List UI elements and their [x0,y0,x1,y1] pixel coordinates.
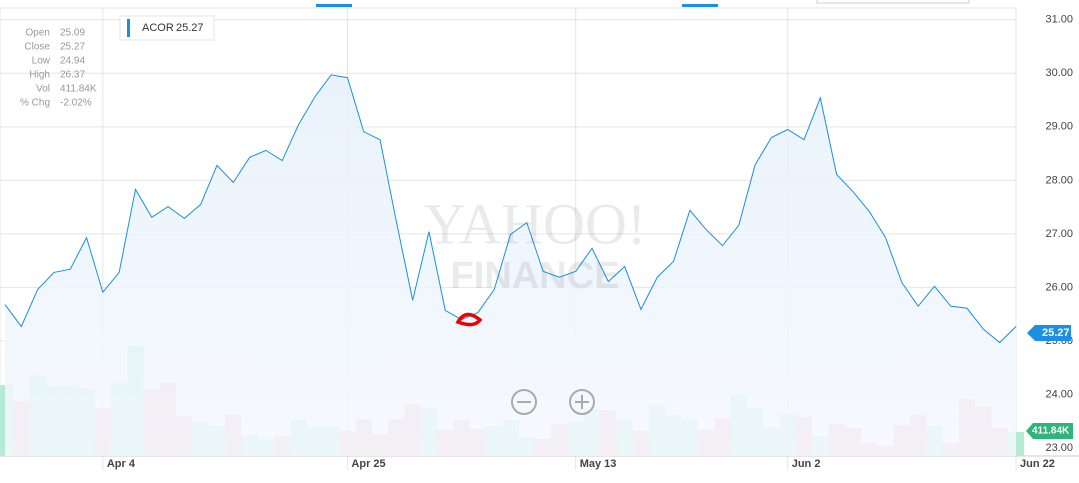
y-tick-label: 29.00 [1045,121,1073,133]
info-value: 24.94 [60,56,85,67]
x-tick-label: Apr 4 [107,458,136,470]
watermark-text: FINANCE [451,255,620,297]
watermark-text: YAHOO! [424,191,646,256]
y-tick-label: 31.00 [1045,14,1073,26]
info-label: Low [32,56,51,67]
x-tick-label: Apr 25 [351,458,385,470]
info-label: High [29,70,50,81]
price-area [5,74,1016,457]
y-tick-label: 27.00 [1045,228,1073,240]
legend-name: ACOR [142,22,174,34]
tab-indicator [316,4,352,7]
info-value: 25.09 [60,28,85,39]
plot [0,74,1025,457]
price-line [4,74,1017,344]
y-tick-label: 30.00 [1045,67,1073,79]
watermark: YAHOO! FINANCE [424,191,646,297]
info-label: Close [24,42,50,53]
legend: ACOR 25.27 [119,15,215,41]
x-tick-label: Jun 2 [792,458,821,470]
top-control[interactable] [816,0,970,4]
zoom-out[interactable] [511,389,537,415]
info-value: 411.84K [60,84,97,95]
info-label: Vol [36,84,50,95]
info-value: -2.02% [60,98,92,109]
volume-tag: 411.84K [1026,423,1073,439]
x-tick-label: May 13 [580,458,617,470]
annotation-mark [455,312,483,327]
info-panel: Open 25.09 Close 25.27 Low 24.94 High 26.37 Vol 4… [20,28,97,109]
zoom-in[interactable] [569,389,595,415]
info-value: 25.27 [60,42,85,53]
y-tick-label: 26.00 [1045,281,1073,293]
x-tick-label: Jun 22 [1020,458,1055,470]
y-tick-label: 28.00 [1045,174,1073,186]
tab-indicator [682,4,718,7]
last-volume: 411.84K [1032,426,1070,437]
y-tick-label: 23.00 [1045,442,1073,454]
info-label: % Chg [20,98,50,109]
legend-value: 25.27 [176,22,204,34]
info-value: 26.37 [60,70,85,81]
y-tick-label: 24.00 [1045,388,1073,400]
last-price-tag: 25.27 [1027,325,1071,341]
last-price: 25.27 [1042,327,1070,339]
info-label: Open [26,28,50,39]
